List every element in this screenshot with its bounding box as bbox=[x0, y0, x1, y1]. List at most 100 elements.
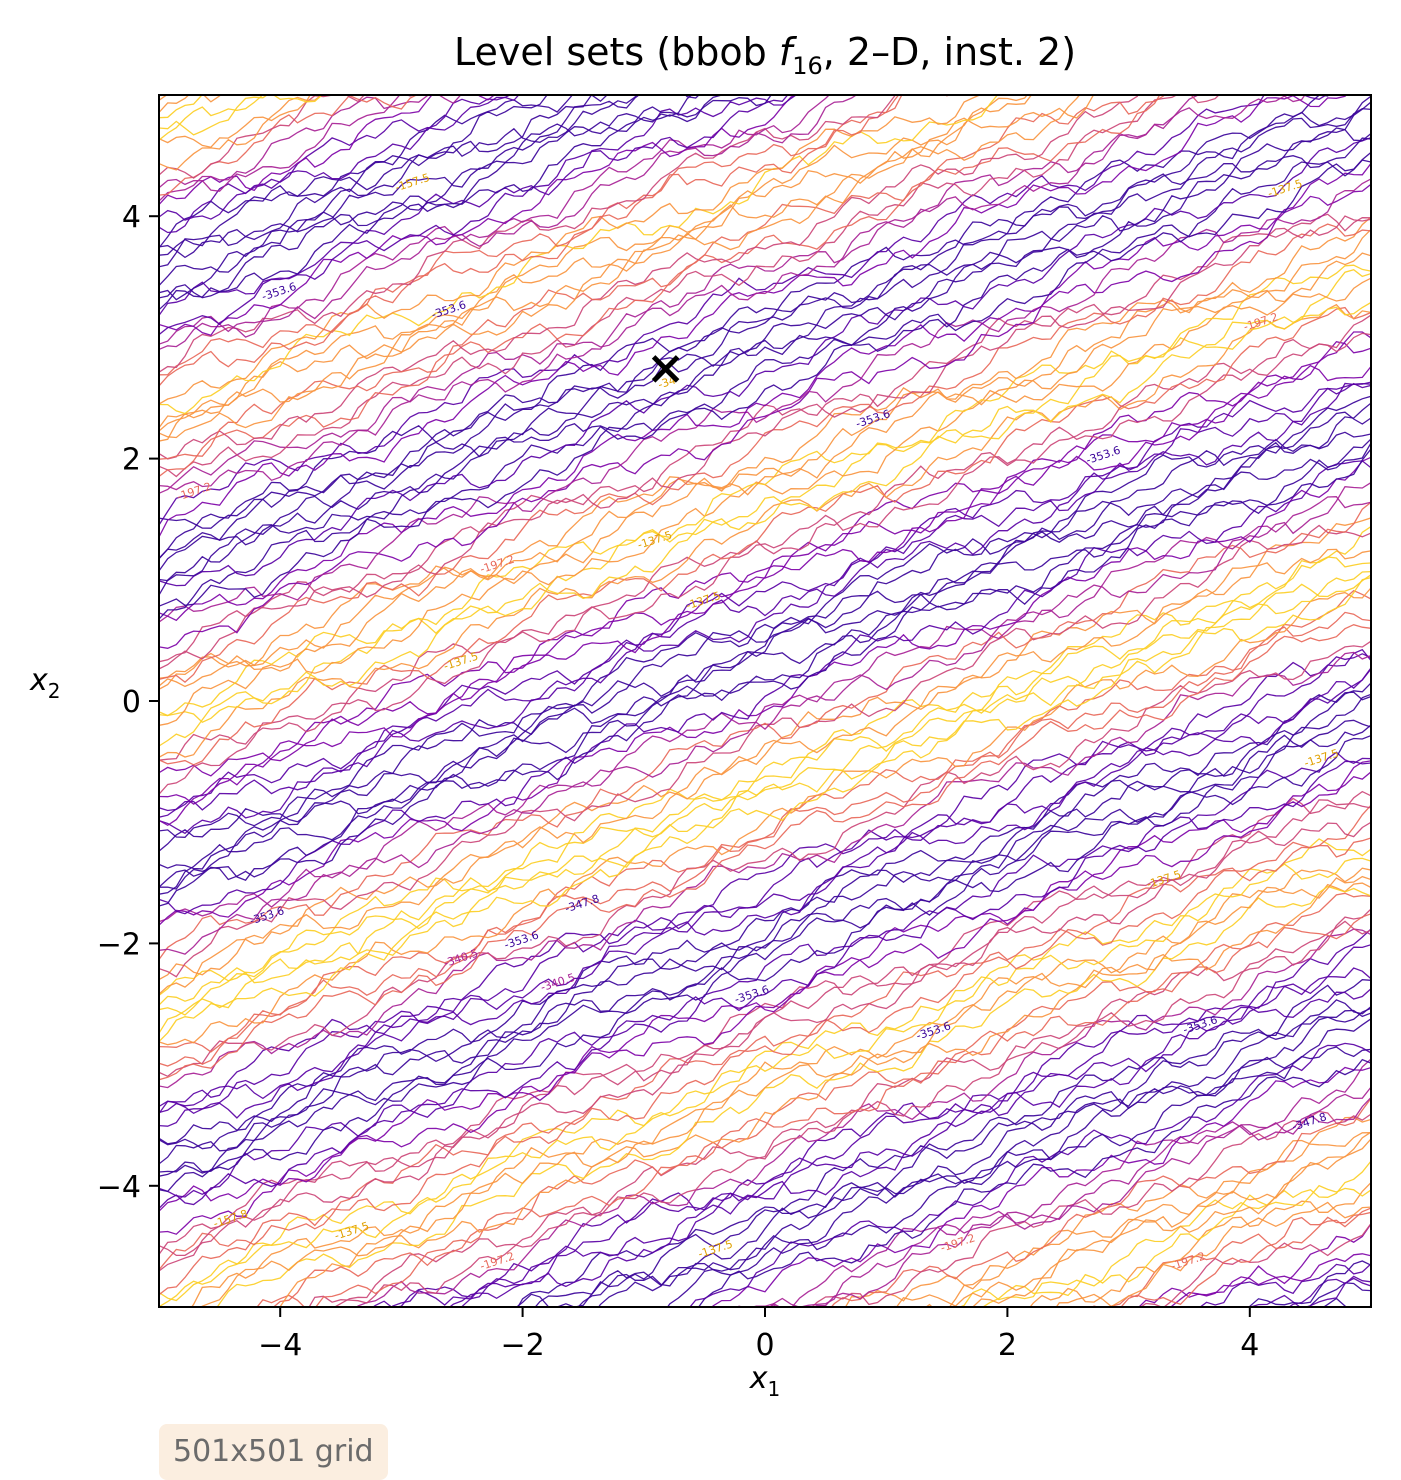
contour-line bbox=[159, 95, 608, 256]
contour-line bbox=[1055, 1201, 1371, 1307]
contour-line bbox=[159, 101, 1371, 559]
x-axis-label: x1 bbox=[749, 1361, 781, 1401]
contour-line bbox=[159, 837, 1371, 1296]
contour-line bbox=[159, 693, 1371, 1165]
contour-line bbox=[517, 979, 1371, 1307]
contour-line bbox=[159, 331, 1371, 777]
contour-line bbox=[895, 1131, 1371, 1307]
contour-line bbox=[159, 760, 1371, 1212]
contour-line bbox=[1138, 1223, 1371, 1307]
contour-line bbox=[577, 1009, 1371, 1307]
contour-line bbox=[159, 95, 1165, 460]
contour-line bbox=[159, 95, 1161, 478]
optimum-marker bbox=[651, 355, 680, 383]
contour-line bbox=[159, 95, 366, 179]
contour-line bbox=[159, 332, 1371, 795]
contour-line bbox=[159, 838, 1371, 1302]
contour-line bbox=[272, 892, 1371, 1307]
contour-line bbox=[159, 574, 1371, 1043]
contour-line bbox=[200, 875, 1371, 1307]
contour-line bbox=[159, 719, 1371, 1174]
contour-line bbox=[159, 448, 1371, 907]
contour-line bbox=[159, 651, 1371, 1089]
contour-line bbox=[159, 95, 873, 351]
contour-line bbox=[844, 1116, 1371, 1307]
contour-line bbox=[159, 799, 1371, 1257]
contour-line bbox=[159, 570, 1371, 1006]
contour-line bbox=[597, 1018, 1371, 1307]
contour-line bbox=[159, 95, 831, 345]
contour-line bbox=[711, 1066, 1371, 1307]
contour-line bbox=[159, 95, 1200, 494]
contour-line bbox=[997, 1182, 1371, 1307]
contour-line bbox=[331, 928, 1371, 1307]
contour-line bbox=[159, 395, 1371, 838]
contour-line bbox=[958, 1160, 1371, 1307]
contour-line bbox=[159, 95, 638, 268]
contour-line bbox=[159, 159, 1371, 620]
contour-line bbox=[391, 944, 1371, 1307]
contour-line bbox=[159, 95, 798, 316]
contour-line bbox=[159, 364, 1371, 827]
contour-line bbox=[159, 95, 1095, 429]
contour-line bbox=[768, 1096, 1371, 1307]
contour-line bbox=[159, 438, 1371, 890]
contour-line bbox=[159, 95, 952, 387]
contour-line bbox=[159, 548, 1371, 995]
contour-line bbox=[159, 95, 1028, 432]
contour-line bbox=[159, 216, 1371, 679]
contour-line bbox=[159, 95, 1139, 460]
contour-line bbox=[159, 95, 593, 259]
contour-line bbox=[159, 268, 1371, 723]
contour-line bbox=[666, 1046, 1371, 1307]
contour-line bbox=[159, 456, 1371, 926]
contour-line bbox=[159, 751, 1371, 1209]
contour-line bbox=[159, 95, 700, 287]
contour-line bbox=[159, 178, 1371, 623]
contour-line bbox=[159, 381, 1371, 818]
contour-line bbox=[159, 228, 1371, 690]
contour-line bbox=[159, 482, 1371, 923]
contour-line bbox=[333, 908, 1371, 1307]
contour-line bbox=[159, 556, 1371, 1016]
contour-line bbox=[811, 1110, 1371, 1307]
contour-line bbox=[159, 682, 1371, 1145]
contour-line bbox=[159, 668, 1371, 1127]
contour-line bbox=[159, 252, 1371, 688]
contour-line bbox=[159, 442, 1371, 895]
contour-line bbox=[159, 648, 1371, 1114]
contour-line bbox=[159, 95, 462, 192]
contour-line bbox=[159, 95, 1348, 538]
contour-line bbox=[159, 95, 798, 336]
contour-line bbox=[308, 920, 1371, 1307]
contour-line bbox=[190, 867, 1371, 1307]
contour-line bbox=[159, 653, 1371, 1115]
x-axis-ticks: −4 −2 0 2 4 bbox=[258, 1307, 1259, 1363]
optimum-marker-stroke bbox=[651, 355, 680, 383]
y-tick-label: −2 bbox=[97, 927, 141, 962]
contour-line bbox=[768, 1086, 1371, 1307]
contour-line bbox=[981, 1184, 1371, 1307]
contour-line bbox=[159, 95, 693, 301]
contour-line bbox=[159, 151, 1371, 607]
contour-line bbox=[830, 1098, 1371, 1307]
contour-line bbox=[159, 95, 418, 196]
contour-line bbox=[159, 95, 723, 311]
contour-line bbox=[159, 402, 1371, 852]
contour-line bbox=[159, 517, 1371, 981]
y-tick-label: −4 bbox=[97, 1170, 141, 1205]
contour-line bbox=[159, 95, 1371, 560]
contour-line bbox=[159, 340, 1371, 805]
y-axis-label: x2 bbox=[29, 663, 61, 703]
y-tick-label: 0 bbox=[122, 685, 141, 720]
contour-line bbox=[448, 988, 1371, 1307]
contour-line bbox=[1063, 1207, 1371, 1307]
contour-line bbox=[971, 1138, 1371, 1307]
contour-line bbox=[159, 496, 1371, 955]
contour-line bbox=[159, 667, 1371, 1114]
contour-line bbox=[159, 576, 1371, 1034]
chart-title: Level sets (bbob f16, 2–D, inst. 2) bbox=[454, 30, 1076, 80]
contour-line bbox=[159, 163, 1371, 622]
contour-line bbox=[159, 411, 1371, 870]
x-tick-label: 0 bbox=[755, 1328, 774, 1363]
